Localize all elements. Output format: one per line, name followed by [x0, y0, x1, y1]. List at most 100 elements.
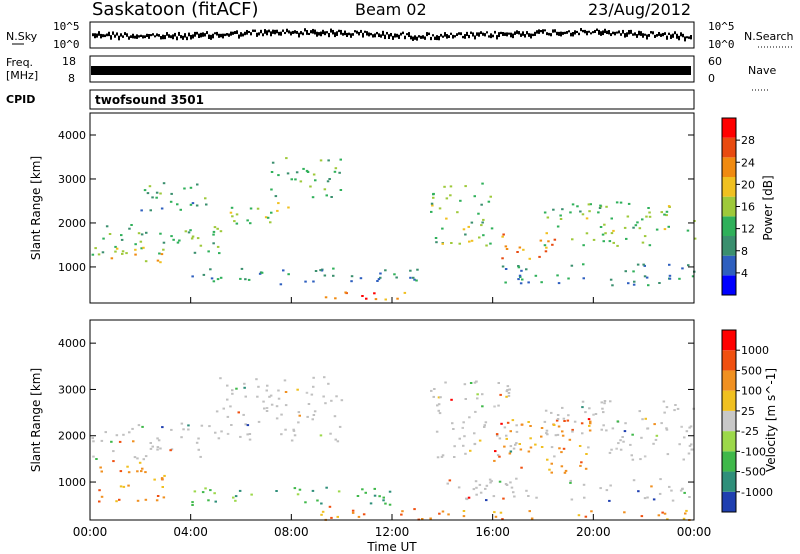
noise-sample: [204, 33, 206, 37]
heatmap-cell: [210, 277, 214, 280]
heatmap-cell: [319, 159, 323, 162]
heatmap-cell: [638, 410, 641, 413]
heatmap-cell: [668, 277, 672, 280]
noise-sample: [198, 33, 200, 39]
heatmap-cell: [509, 450, 513, 453]
noise-sample: [592, 31, 594, 34]
heatmap-cell: [504, 245, 508, 248]
heatmap-cell: [357, 515, 361, 518]
heatmap-cell: [323, 188, 327, 191]
cpid-frame: [89, 89, 695, 110]
heatmap-cell: [162, 241, 166, 244]
heatmap-cell: [469, 382, 473, 384]
heatmap-cell: [148, 185, 152, 188]
noise-sample: [432, 34, 434, 37]
noise-sample: [596, 28, 598, 31]
heatmap-cell: [601, 233, 605, 236]
heatmap-cell: [509, 481, 512, 484]
heatmap-cell: [137, 232, 141, 235]
heatmap-cell: [409, 269, 412, 272]
heatmap-cell: [687, 264, 690, 267]
heatmap-cell: [540, 281, 543, 284]
noise-sample: [218, 33, 220, 38]
heatmap-cell: [654, 438, 658, 441]
heatmap-cell: [432, 192, 435, 195]
freq-bar: [91, 66, 691, 75]
heatmap-cell: [156, 259, 160, 262]
heatmap-cell: [505, 437, 508, 440]
heatmap-cell: [246, 433, 249, 436]
heatmap-cell: [359, 277, 363, 280]
noise-sample: [526, 31, 528, 35]
heatmap-cell: [351, 511, 355, 514]
heatmap-cell: [199, 455, 202, 458]
heatmap-cell: [644, 417, 647, 420]
noise-sample: [114, 34, 116, 38]
heatmap-cell: [216, 227, 219, 230]
heatmap-cell: [545, 246, 548, 249]
noise-sample: [110, 35, 112, 40]
noise-sample: [134, 35, 136, 39]
noise-sample: [354, 30, 356, 33]
colorbar-swatch: [722, 216, 736, 236]
noise-sample: [614, 31, 616, 36]
noise-sample: [156, 33, 158, 37]
heatmap-cell: [545, 432, 548, 435]
cpid-label: CPID: [6, 93, 35, 106]
heatmap-cell: [196, 237, 200, 240]
heatmap-cell: [133, 456, 137, 459]
noise-sample: [650, 31, 652, 34]
heatmap-cell: [316, 499, 319, 502]
noise-sample: [344, 30, 346, 36]
noise-left-tick-top: 10^5: [53, 20, 80, 33]
noise-sample: [658, 31, 660, 36]
heatmap-cell: [197, 448, 200, 451]
heatmap-cell: [287, 206, 290, 209]
heatmap-cell: [323, 274, 327, 277]
noise-sample: [164, 35, 166, 40]
noise-sample: [280, 31, 282, 36]
heatmap-cell: [561, 430, 564, 433]
noise-sample: [440, 33, 442, 37]
noise-sample: [656, 34, 658, 37]
heatmap-cell: [439, 396, 442, 399]
heatmap-cell: [648, 215, 652, 218]
heatmap-cell: [619, 448, 623, 451]
heatmap-cell: [504, 281, 507, 284]
heatmap-cell: [600, 401, 603, 404]
heatmap-cell: [257, 420, 261, 423]
heatmap-cell: [498, 455, 501, 458]
heatmap-cell: [597, 211, 600, 214]
heatmap-cell: [679, 489, 683, 492]
heatmap-cell: [312, 414, 316, 416]
heatmap-cell: [248, 433, 252, 435]
heatmap-cell: [339, 189, 343, 191]
heatmap-cell: [529, 425, 532, 427]
heatmap-cell: [297, 421, 300, 424]
heatmap-cell: [665, 428, 669, 431]
noise-sample: [92, 33, 94, 37]
freq-left-tick-top: 18: [62, 55, 76, 68]
noise-left-label: N.Sky: [6, 30, 38, 43]
heatmap-cell: [483, 426, 486, 428]
heatmap-cell: [283, 379, 287, 382]
heatmap-cell: [636, 221, 639, 224]
heatmap-cell: [508, 388, 511, 391]
noise-sample: [302, 32, 304, 36]
heatmap-cell: [246, 219, 249, 222]
heatmap-cell: [556, 274, 559, 277]
heatmap-cell: [604, 232, 607, 235]
noise-sample: [642, 33, 644, 38]
heatmap-cell: [594, 413, 598, 415]
heatmap-cell: [136, 499, 140, 502]
heatmap-cell: [338, 171, 341, 174]
heatmap-cell: [121, 252, 124, 255]
noise-sample: [276, 29, 278, 34]
heatmap-cell: [91, 437, 94, 440]
heatmap-cell: [588, 429, 592, 432]
colorbar-swatch: [722, 236, 736, 256]
heatmap-cell: [330, 516, 333, 519]
noise-sample: [160, 36, 162, 40]
noise-sample: [474, 35, 476, 40]
heatmap-cell: [529, 437, 532, 440]
